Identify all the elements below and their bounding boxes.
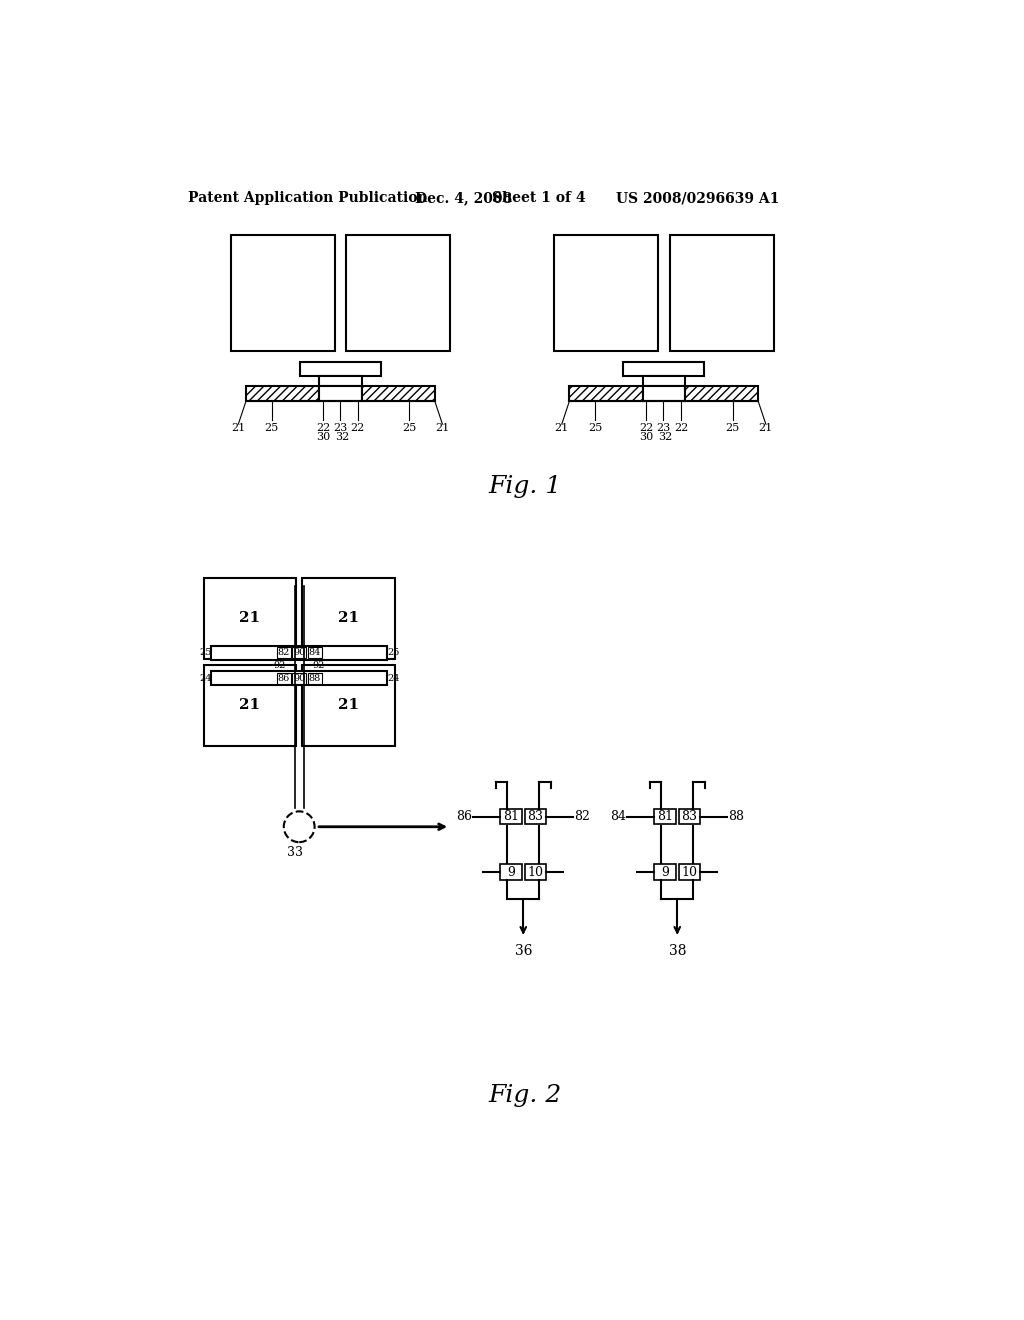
Text: US 2008/0296639 A1: US 2008/0296639 A1 bbox=[615, 191, 779, 206]
Text: 25: 25 bbox=[725, 422, 739, 433]
Text: Fig. 1: Fig. 1 bbox=[488, 475, 561, 499]
Text: 21: 21 bbox=[231, 422, 246, 433]
Bar bbox=[292, 647, 306, 659]
Text: 84: 84 bbox=[610, 810, 626, 824]
Text: 30: 30 bbox=[639, 432, 653, 442]
Bar bbox=[679, 809, 700, 825]
Text: 84: 84 bbox=[308, 648, 321, 657]
Text: 25: 25 bbox=[387, 648, 399, 657]
Text: 24: 24 bbox=[387, 673, 399, 682]
Bar bbox=[361, 385, 435, 401]
Bar bbox=[246, 385, 319, 401]
Text: 21: 21 bbox=[338, 611, 359, 626]
Text: 86: 86 bbox=[278, 673, 290, 682]
Text: Patent Application Publication: Patent Application Publication bbox=[188, 191, 428, 206]
Bar bbox=[204, 665, 296, 746]
Bar bbox=[302, 578, 394, 659]
Text: 30: 30 bbox=[316, 432, 330, 442]
Bar bbox=[204, 578, 296, 659]
Text: 83: 83 bbox=[682, 810, 697, 824]
Text: 33: 33 bbox=[288, 846, 303, 859]
Bar bbox=[307, 647, 322, 659]
Bar bbox=[319, 376, 361, 385]
Text: 25: 25 bbox=[199, 648, 211, 657]
Bar bbox=[643, 376, 685, 385]
Text: 83: 83 bbox=[527, 810, 544, 824]
Bar bbox=[319, 385, 361, 401]
Text: 22: 22 bbox=[674, 422, 688, 433]
Text: 22: 22 bbox=[316, 422, 330, 433]
Bar bbox=[276, 647, 291, 659]
Text: 22: 22 bbox=[350, 422, 365, 433]
Text: 21: 21 bbox=[759, 422, 773, 433]
Text: 88: 88 bbox=[308, 673, 321, 682]
Text: 88: 88 bbox=[728, 810, 744, 824]
Text: 21: 21 bbox=[240, 611, 260, 626]
Text: 9: 9 bbox=[662, 866, 669, 879]
Text: 25: 25 bbox=[588, 422, 602, 433]
Text: 9: 9 bbox=[507, 866, 515, 879]
Text: 81: 81 bbox=[657, 810, 673, 824]
Bar bbox=[654, 865, 676, 880]
Bar bbox=[524, 865, 547, 880]
Text: 81: 81 bbox=[503, 810, 519, 824]
Text: 23: 23 bbox=[333, 422, 347, 433]
Text: 10: 10 bbox=[527, 866, 544, 879]
Text: 38: 38 bbox=[669, 944, 686, 958]
Text: 82: 82 bbox=[574, 810, 591, 824]
Text: 24: 24 bbox=[199, 673, 212, 682]
Bar bbox=[211, 672, 387, 685]
Bar bbox=[300, 363, 381, 376]
Text: 21: 21 bbox=[555, 422, 569, 433]
Bar bbox=[307, 673, 322, 684]
Text: 21: 21 bbox=[435, 422, 450, 433]
Bar bbox=[292, 673, 306, 684]
Text: 10: 10 bbox=[682, 866, 697, 879]
Text: 92: 92 bbox=[273, 661, 286, 671]
Text: 22: 22 bbox=[639, 422, 653, 433]
Text: 90: 90 bbox=[293, 648, 305, 657]
Text: Dec. 4, 2008: Dec. 4, 2008 bbox=[416, 191, 513, 206]
Bar bbox=[554, 235, 658, 351]
Bar bbox=[302, 665, 394, 746]
Text: 86: 86 bbox=[456, 810, 472, 824]
Text: 21: 21 bbox=[338, 698, 359, 711]
Bar bbox=[276, 673, 291, 684]
Text: Fig. 2: Fig. 2 bbox=[488, 1084, 561, 1106]
Bar bbox=[500, 865, 521, 880]
Bar bbox=[670, 235, 773, 351]
Text: 90: 90 bbox=[293, 673, 305, 682]
Text: 92: 92 bbox=[312, 661, 325, 671]
Bar bbox=[569, 385, 643, 401]
Text: 36: 36 bbox=[514, 944, 532, 958]
Text: 23: 23 bbox=[656, 422, 671, 433]
Bar bbox=[211, 645, 387, 660]
Bar bbox=[643, 385, 685, 401]
Text: 82: 82 bbox=[278, 648, 290, 657]
Text: 32: 32 bbox=[658, 432, 673, 442]
Text: 32: 32 bbox=[335, 432, 349, 442]
Bar bbox=[654, 809, 676, 825]
Text: 21: 21 bbox=[240, 698, 260, 711]
Bar bbox=[230, 235, 335, 351]
Text: 25: 25 bbox=[264, 422, 279, 433]
Bar bbox=[679, 865, 700, 880]
Bar bbox=[346, 235, 451, 351]
Text: Sheet 1 of 4: Sheet 1 of 4 bbox=[493, 191, 586, 206]
Bar bbox=[624, 363, 705, 376]
Bar bbox=[524, 809, 547, 825]
Text: 25: 25 bbox=[402, 422, 416, 433]
Bar bbox=[500, 809, 521, 825]
Bar bbox=[685, 385, 758, 401]
